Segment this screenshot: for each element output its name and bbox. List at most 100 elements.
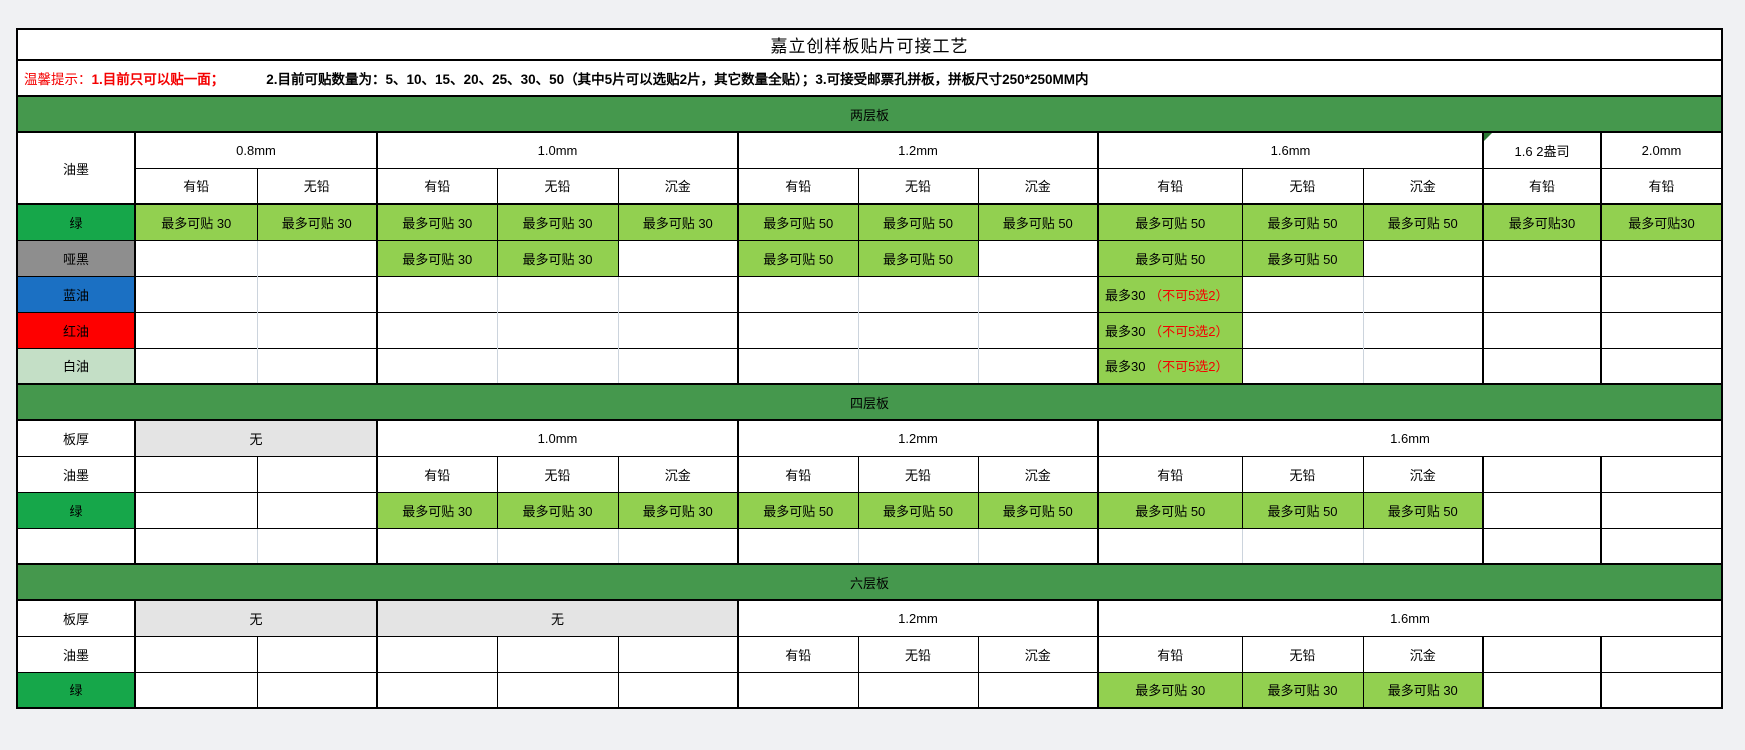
capacity-cell xyxy=(857,275,978,312)
process-header xyxy=(256,635,377,672)
capacity-cell: 最多可贴 50 xyxy=(977,491,1098,528)
cell-text: 最多可贴 50 xyxy=(1267,503,1338,519)
cell-text: 最多可贴 50 xyxy=(1267,251,1338,267)
cell-text: 最多可贴 30 xyxy=(402,251,473,267)
row-label-blue-oil: 蓝油 xyxy=(16,275,135,312)
capacity-cell xyxy=(1482,347,1601,384)
cell-text: 沉金 xyxy=(664,179,691,195)
process-header: 沉金 xyxy=(1362,635,1483,672)
capacity-cell xyxy=(1600,311,1722,348)
empty-cell xyxy=(617,527,738,564)
capacity-cell xyxy=(496,347,618,384)
row-label-white-oil: 白油 xyxy=(16,347,135,384)
tip-label: 温馨提示： xyxy=(24,72,92,87)
cell-text: 最多可贴 50 xyxy=(1267,215,1338,231)
capacity-cell xyxy=(1362,311,1483,348)
capacity-cell xyxy=(617,239,738,276)
process-header xyxy=(134,635,257,672)
cell-text: 有铅 xyxy=(1648,179,1675,195)
limit-note-cell: 最多30 （不可5选2） xyxy=(1097,275,1242,312)
cell-text: 六层板 xyxy=(849,575,889,591)
process-header: 沉金 xyxy=(977,455,1098,492)
section-band-six-layer: 六层板 xyxy=(16,563,1722,601)
capacity-cell xyxy=(256,239,377,276)
empty-cell xyxy=(977,527,1098,564)
process-header xyxy=(617,635,738,672)
capacity-cell: 最多可贴 50 xyxy=(1362,203,1483,240)
section-title-four-layer: 四层板 xyxy=(16,383,1722,421)
four-layer-empty-row xyxy=(16,527,1722,564)
limit-note-cell: 最多30 （不可5选2） xyxy=(1097,311,1242,348)
cell-text: 油墨 xyxy=(62,467,89,483)
cell-text: 最多可贴 30 xyxy=(1387,683,1458,699)
cell-text: 沉金 xyxy=(1024,179,1051,195)
empty-cell xyxy=(134,527,257,564)
cell-text: 四层板 xyxy=(849,395,889,411)
capacity-cell xyxy=(496,275,618,312)
capacity-cell xyxy=(857,311,978,348)
row-label-green: 绿 xyxy=(16,203,135,240)
cell-text: 最多可贴 50 xyxy=(882,503,954,519)
cell-text: 白油 xyxy=(62,359,89,375)
cell-text: 1.0mm xyxy=(537,142,578,158)
capacity-cell xyxy=(1482,491,1601,528)
limit-note-cell: 最多30 （不可5选2） xyxy=(1097,347,1242,384)
capacity-cell xyxy=(1600,347,1722,384)
capacity-cell: 最多可贴 30 xyxy=(617,491,738,528)
cell-text: 无铅 xyxy=(303,179,330,195)
cell-text: 1.6mm xyxy=(1390,610,1430,626)
process-header: 有铅 xyxy=(1097,455,1242,492)
cell-text: 绿 xyxy=(69,683,83,699)
capacity-cell: 最多可贴 30 xyxy=(134,203,257,240)
capacity-cell xyxy=(1241,275,1363,312)
capacity-cell xyxy=(134,491,257,528)
capacity-cell xyxy=(977,275,1098,312)
thickness-header: 2.0mm xyxy=(1600,131,1722,168)
capacity-cell: 最多可贴 30 xyxy=(376,239,497,276)
process-header: 无铅 xyxy=(256,167,377,204)
process-header: 沉金 xyxy=(977,167,1098,204)
row-green: 绿 最多可贴 30 最多可贴 30 最多可贴 30 最多可贴 30 最多可贴 30 最多可贴… xyxy=(16,203,1722,240)
capacity-cell: 最多可贴 30 xyxy=(496,239,618,276)
capacity-cell: 最多可贴 30 xyxy=(376,491,497,528)
cell-text: 无 xyxy=(249,611,263,627)
thickness-label: 板厚 xyxy=(16,419,135,456)
capacity-cell: 最多可贴 50 xyxy=(737,203,858,240)
thickness-header: 无 xyxy=(134,419,377,456)
row-label-green: 绿 xyxy=(16,671,135,708)
capacity-cell xyxy=(1241,347,1363,384)
cell-text: 绿 xyxy=(69,215,83,231)
process-header xyxy=(376,635,497,672)
cell-text: 最多30 xyxy=(1105,323,1150,339)
capacity-cell xyxy=(376,347,497,384)
cell-text: 嘉立创样板贴片可接工艺 xyxy=(770,37,969,56)
capacity-cell: 最多可贴 30 xyxy=(1097,671,1242,708)
two-layer-thickness-header: 油墨 0.8mm 1.0mm 1.2mm 1.6mm 1.6 2盎司 2.0mm xyxy=(16,131,1722,204)
capacity-cell xyxy=(1600,239,1722,276)
tip-row: 温馨提示：1.目前只可以贴一面； 2.目前可贴数量为：5、10、15、20、25、… xyxy=(16,59,1722,96)
thickness-header: 1.6mm xyxy=(1097,599,1722,636)
cell-text: 红油 xyxy=(62,323,89,339)
capacity-cell xyxy=(617,347,738,384)
ink-label: 油墨 xyxy=(16,635,135,672)
row-label-matte-black: 哑黑 xyxy=(16,239,135,276)
cell-text: 无铅 xyxy=(1289,647,1316,663)
capacity-cell: 最多可贴 50 xyxy=(857,203,978,240)
cell-text: 最多可贴 50 xyxy=(882,215,954,231)
capacity-cell xyxy=(376,671,497,708)
cell-text: 沉金 xyxy=(1409,179,1436,195)
process-header: 有铅 xyxy=(737,167,858,204)
cell-text: 最多可贴 30 xyxy=(402,215,473,231)
capacity-cell xyxy=(256,275,377,312)
cell-text: 最多可贴30 xyxy=(1508,215,1576,231)
cell-text: 蓝油 xyxy=(62,287,89,303)
cell-text: 1.2mm xyxy=(898,142,938,158)
capacity-cell xyxy=(1241,311,1363,348)
cell-text: 有铅 xyxy=(785,647,812,663)
capacity-cell xyxy=(134,671,257,708)
empty-cell xyxy=(1362,527,1483,564)
six-layer-ink-header: 油墨 有铅 无铅 沉金 有铅 无铅 沉金 xyxy=(16,635,1722,672)
capacity-cell xyxy=(134,311,257,348)
thickness-header: 1.2mm xyxy=(737,599,1098,636)
process-header: 沉金 xyxy=(1362,455,1483,492)
